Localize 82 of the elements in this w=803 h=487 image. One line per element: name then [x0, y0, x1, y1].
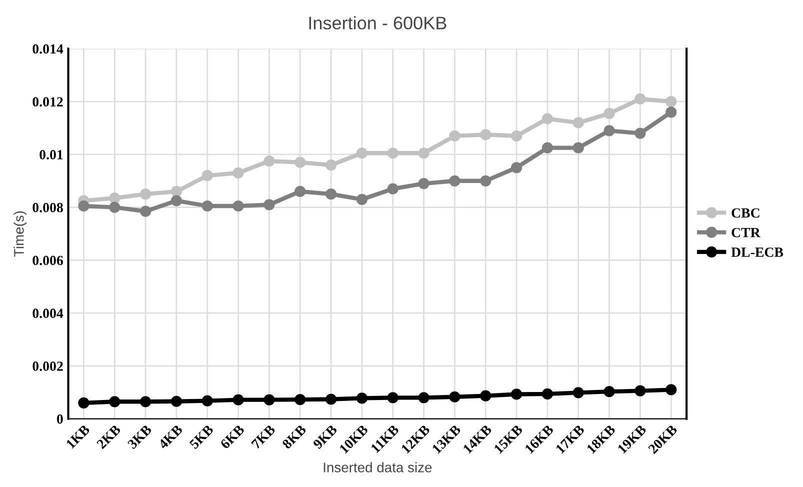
point	[634, 93, 646, 104]
y-tick-label: 0	[56, 414, 63, 424]
point	[418, 392, 430, 404]
point	[418, 178, 430, 190]
x-tick-label: 4KB	[158, 424, 184, 450]
point	[294, 394, 306, 406]
point	[604, 125, 615, 136]
legend-label: CBC	[732, 208, 760, 218]
point	[418, 148, 430, 159]
point	[264, 156, 275, 167]
point	[449, 391, 460, 402]
point	[140, 396, 152, 408]
point	[170, 195, 182, 206]
point	[264, 199, 275, 210]
point	[356, 194, 368, 205]
point	[232, 167, 244, 179]
point	[510, 130, 522, 142]
point	[542, 388, 553, 400]
point	[634, 385, 646, 396]
point	[666, 106, 677, 118]
legend-label: CTR	[732, 228, 760, 238]
y-axis-title: Time(s)	[14, 211, 27, 257]
point	[109, 396, 120, 408]
x-axis-title: Inserted data size	[324, 462, 432, 472]
point	[604, 108, 615, 120]
point	[666, 384, 677, 396]
point	[109, 202, 120, 213]
point	[109, 192, 120, 204]
point	[572, 117, 584, 128]
point	[387, 392, 398, 404]
point	[387, 148, 398, 159]
x-tick-label: 2KB	[96, 424, 122, 450]
point	[480, 390, 492, 402]
x-tick-label: 8KB	[282, 424, 307, 450]
x-tick-label: 3KB	[127, 424, 152, 450]
point	[387, 183, 398, 194]
point	[78, 397, 90, 409]
point	[294, 156, 306, 168]
point	[604, 386, 615, 398]
point	[449, 130, 460, 142]
y-tick-label: 0.01	[40, 150, 63, 160]
point	[294, 186, 306, 198]
point	[542, 113, 553, 124]
point	[634, 128, 646, 139]
point	[325, 394, 337, 405]
chart-title: Insertion - 600KB	[309, 16, 446, 30]
point	[480, 175, 492, 186]
x-tick-label: 1KB	[66, 424, 90, 449]
point	[140, 206, 152, 217]
point	[542, 142, 553, 154]
y-tick-label: 0.004	[32, 308, 64, 318]
point	[202, 395, 213, 406]
point	[480, 129, 492, 140]
y-tick-label: 0.006	[32, 256, 63, 266]
point	[140, 188, 152, 200]
point	[78, 200, 90, 212]
point	[202, 200, 213, 212]
point	[170, 396, 182, 407]
point	[170, 186, 182, 198]
legend-label: DL-ECB	[731, 248, 784, 257]
y-tick-label: 0.014	[32, 44, 64, 54]
point	[666, 96, 677, 108]
point	[449, 175, 460, 186]
point	[325, 159, 337, 171]
y-tick-label: 0.012	[32, 97, 63, 107]
point	[572, 142, 584, 154]
point	[356, 148, 368, 159]
y-tick-label: 0.008	[32, 202, 63, 212]
y-tick-label: 0.002	[32, 362, 63, 371]
x-tick-label: 9KB	[312, 424, 338, 450]
x-tick-label: 5KB	[189, 424, 214, 450]
point	[325, 188, 337, 200]
point	[264, 394, 275, 406]
point	[202, 170, 213, 182]
point	[510, 388, 522, 400]
x-tick-label: 7KB	[251, 424, 276, 450]
point	[356, 392, 368, 404]
x-tick-label: 6KB	[220, 424, 245, 450]
point	[232, 200, 244, 212]
point	[232, 394, 244, 406]
point	[510, 162, 522, 174]
point	[572, 387, 584, 398]
